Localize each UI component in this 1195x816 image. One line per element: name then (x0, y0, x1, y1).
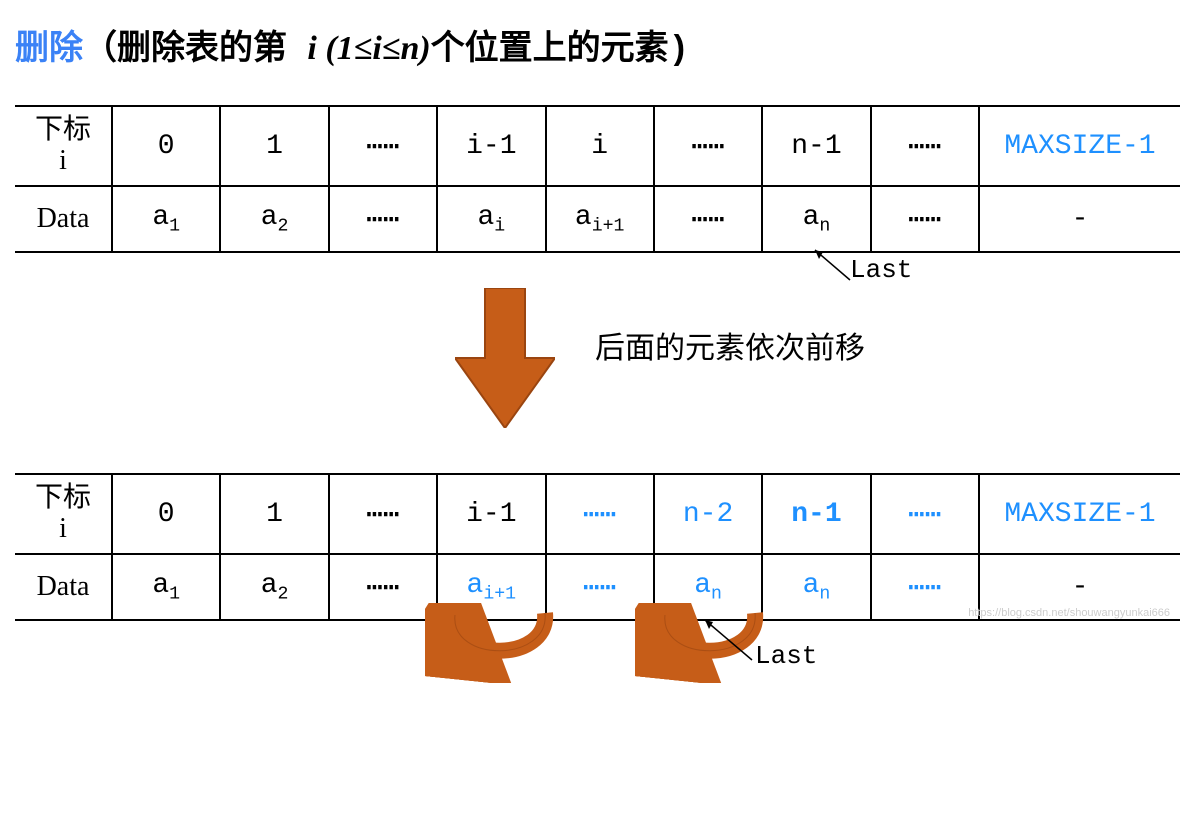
down-arrow-icon (455, 288, 555, 428)
table2-r2-c2: ⋯⋯ (329, 554, 437, 620)
table1-r2-c8: - (979, 186, 1180, 252)
table1-index-row: 下标i 0 1 ⋯⋯ i-1 i ⋯⋯ n-1 ⋯⋯ MAXSIZE-1 (15, 106, 1180, 186)
table1-r2-c1: a2 (220, 186, 328, 252)
table2: 下标i 0 1 ⋯⋯ i-1 ⋯⋯ n-2 n-1 ⋯⋯ MAXSIZE-1 D… (15, 473, 1180, 621)
table1-r1-c6: n-1 (762, 106, 870, 186)
table1-r2-c0: a1 (112, 186, 220, 252)
table2-r1-c4: ⋯⋯ (546, 474, 654, 554)
table1-r1-c3: i-1 (437, 106, 545, 186)
table2-r2-c6: an (762, 554, 870, 620)
table1-r1-c8: MAXSIZE-1 (979, 106, 1180, 186)
table1-r1-c2: ⋯⋯ (329, 106, 437, 186)
table2-r1-c5: n-2 (654, 474, 762, 554)
table1-r2-label: Data (15, 186, 112, 252)
table1-r2-c7: ⋯⋯ (871, 186, 979, 252)
table-after: 下标i 0 1 ⋯⋯ i-1 ⋯⋯ n-2 n-1 ⋯⋯ MAXSIZE-1 D… (15, 473, 1180, 621)
table2-r2-c4: ⋯⋯ (546, 554, 654, 620)
title-open: （删除表的第 (83, 32, 307, 70)
table2-r2-c1: a2 (220, 554, 328, 620)
table1-r1-c5: ⋯⋯ (654, 106, 762, 186)
table1-r2-c3: ai (437, 186, 545, 252)
table2-r1-label: 下标i (15, 474, 112, 554)
table2-r2-c5: an (654, 554, 762, 620)
transition-caption: 后面的元素依次前移 (595, 323, 865, 367)
table1-r2-c5: ⋯⋯ (654, 186, 762, 252)
table2-r1-c3: i-1 (437, 474, 545, 554)
table1-r1-label: 下标i (15, 106, 112, 186)
table1-r1-c0: 0 (112, 106, 220, 186)
table2-r2-c7: ⋯⋯ (871, 554, 979, 620)
table2-r1-c2: ⋯⋯ (329, 474, 437, 554)
table1-r2-c2: ⋯⋯ (329, 186, 437, 252)
table2-r2-c0: a1 (112, 554, 220, 620)
transition-region: 后面的元素依次前移 (15, 263, 1180, 453)
table2-r2-label: Data (15, 554, 112, 620)
table1-data-row: Data a1 a2 ⋯⋯ ai ai+1 ⋯⋯ an ⋯⋯ - (15, 186, 1180, 252)
table2-r2-c3: ai+1 (437, 554, 545, 620)
table1-r1-c1: 1 (220, 106, 328, 186)
table1-r1-c4: i (546, 106, 654, 186)
table-before: 下标i 0 1 ⋯⋯ i-1 i ⋯⋯ n-1 ⋯⋯ MAXSIZE-1 Dat… (15, 105, 1180, 253)
table1-r2-c6: an (762, 186, 870, 252)
title-close: 个位置上的元素) (431, 32, 689, 70)
diagram-title: 删除（删除表的第 i (1≤i≤n)个位置上的元素) (15, 20, 1180, 70)
title-highlight: 删除 (15, 32, 83, 70)
last-label-2: Last (755, 641, 817, 671)
table1-r1-c7: ⋯⋯ (871, 106, 979, 186)
table1-r2-c4: ai+1 (546, 186, 654, 252)
table2-index-row: 下标i 0 1 ⋯⋯ i-1 ⋯⋯ n-2 n-1 ⋯⋯ MAXSIZE-1 (15, 474, 1180, 554)
table1: 下标i 0 1 ⋯⋯ i-1 i ⋯⋯ n-1 ⋯⋯ MAXSIZE-1 Dat… (15, 105, 1180, 253)
table2-r1-c1: 1 (220, 474, 328, 554)
table2-r1-c6: n-1 (762, 474, 870, 554)
title-italic: i (1≤i≤n) (307, 30, 430, 67)
watermark-text: https://blog.csdn.net/shouwangyunkai666 (968, 607, 1170, 619)
table2-r1-c7: ⋯⋯ (871, 474, 979, 554)
table2-r1-c8: MAXSIZE-1 (979, 474, 1180, 554)
table2-r1-c0: 0 (112, 474, 220, 554)
